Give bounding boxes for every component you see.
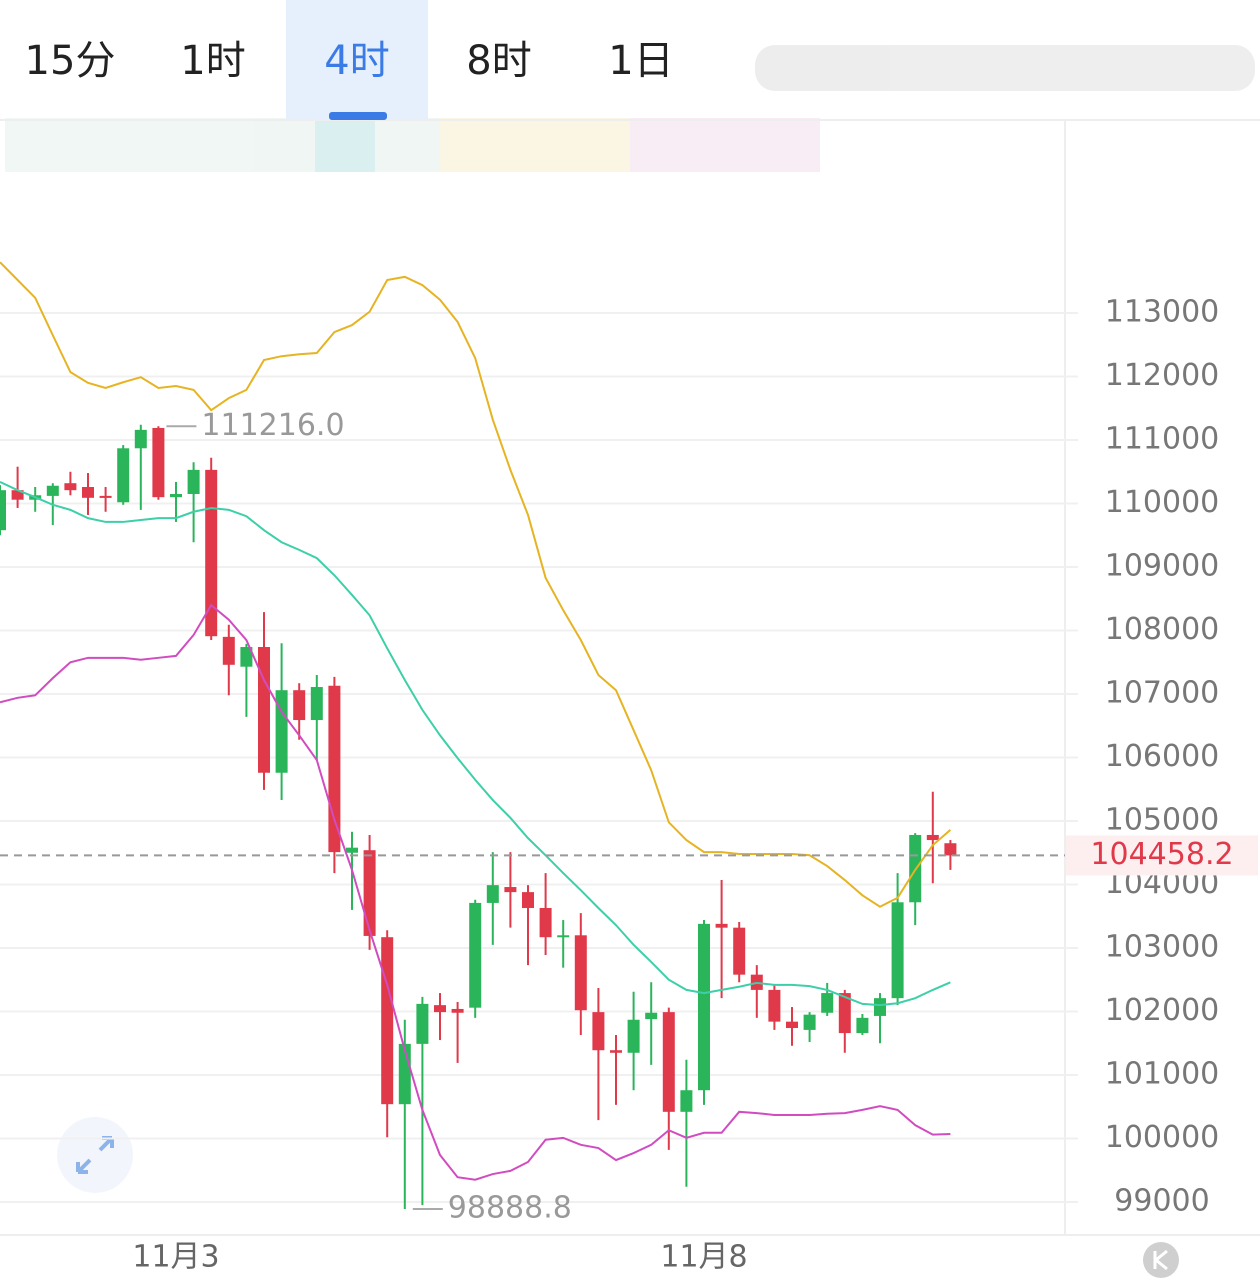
candle-body <box>592 1012 605 1051</box>
y-tick-label: 100000 <box>1105 1120 1220 1155</box>
y-tick-label: 109000 <box>1105 549 1220 584</box>
candle-body <box>134 429 147 449</box>
candle-body <box>363 850 376 936</box>
candle-body <box>258 647 270 773</box>
candle-body <box>170 493 182 498</box>
candle-body <box>416 1003 429 1044</box>
annotation-label: 111216.0 <box>201 408 344 443</box>
active-tab-bg <box>286 0 428 120</box>
candle-body <box>117 448 130 503</box>
candle-body <box>0 490 6 531</box>
tab[interactable]: 8时 <box>466 38 531 84</box>
expand-button[interactable] <box>57 1117 133 1193</box>
candle-body <box>627 1019 640 1053</box>
plot <box>0 261 957 1210</box>
blur <box>315 118 375 172</box>
y-tick-label: 102000 <box>1105 993 1220 1028</box>
candle-body <box>786 1021 798 1029</box>
candle-body <box>205 469 218 637</box>
y-tick-label: 106000 <box>1105 739 1220 774</box>
y-tick-label: 112000 <box>1105 358 1220 393</box>
candle-body <box>346 847 358 853</box>
y-tick-label: 111000 <box>1105 422 1220 457</box>
tab[interactable]: 4时 <box>324 38 389 84</box>
candle-body <box>733 927 746 975</box>
candle-body <box>838 993 851 1034</box>
y-tick-label: 99000 <box>1114 1183 1209 1218</box>
current-price-label: 104458.2 <box>1090 837 1233 872</box>
candle-body <box>891 902 904 999</box>
candle-body <box>926 834 939 841</box>
candle-body <box>11 490 24 500</box>
blur <box>440 118 630 172</box>
y-tick-label: 105000 <box>1105 803 1220 838</box>
candle-body <box>645 1012 658 1020</box>
candle-body <box>381 937 394 1105</box>
candle-body <box>856 1017 869 1034</box>
candle-body <box>557 935 570 938</box>
candle-body <box>99 495 112 498</box>
y-tick-label: 108000 <box>1105 612 1220 647</box>
k-button[interactable] <box>1143 1242 1179 1278</box>
candle-body <box>434 1005 446 1013</box>
expand-icon[interactable] <box>76 1136 114 1174</box>
active-tab-indicator <box>329 112 387 120</box>
candle-body <box>187 469 200 494</box>
band-line <box>0 603 951 1181</box>
candle-body <box>821 993 834 1013</box>
candle-body <box>82 487 94 498</box>
candle-body <box>46 485 59 496</box>
candle-body <box>152 427 165 498</box>
candle-body <box>680 1090 693 1112</box>
y-tick-label: 110000 <box>1105 485 1220 520</box>
candle-body <box>944 843 957 856</box>
candle-body <box>768 989 781 1022</box>
candle-body <box>328 685 341 853</box>
candle-body <box>522 892 534 908</box>
candle-body <box>662 1012 675 1112</box>
annotation-label: 98888.8 <box>448 1191 572 1226</box>
candle-body <box>803 1014 816 1030</box>
tab[interactable]: 1日 <box>608 38 673 84</box>
expand-bg[interactable] <box>57 1117 133 1193</box>
tab[interactable]: 15分 <box>25 38 116 84</box>
y-tick-label: 107000 <box>1105 676 1220 711</box>
y-tick-label: 113000 <box>1105 295 1220 330</box>
candle-body <box>698 923 710 1091</box>
candle-body <box>240 647 253 667</box>
blur <box>755 45 1255 91</box>
candle-body <box>469 902 482 1008</box>
candle-body <box>310 687 323 721</box>
current-price-box <box>1066 835 1258 876</box>
candle-body <box>64 483 77 491</box>
y-tick-label: 101000 <box>1105 1056 1220 1091</box>
candle-body <box>293 690 306 721</box>
candle-body <box>610 1050 622 1053</box>
x-tick-label: 11月8 <box>660 1240 747 1275</box>
candle-body <box>539 907 552 938</box>
band-line <box>0 261 952 908</box>
candle-body <box>222 636 235 665</box>
x-tick-label: 11月3 <box>132 1240 219 1275</box>
candle-body <box>504 887 517 893</box>
blurred-area <box>5 45 1255 172</box>
candle-body <box>451 1008 464 1013</box>
blur <box>630 118 820 172</box>
candle-body <box>574 935 587 1011</box>
candle-body <box>275 690 288 773</box>
y-tick-label: 103000 <box>1105 929 1220 964</box>
band-line <box>0 481 951 1007</box>
candle-body <box>715 923 728 928</box>
k-glyph[interactable] <box>1153 1249 1168 1271</box>
candle-body <box>874 998 886 1016</box>
candle-body <box>486 885 499 903</box>
k-icon[interactable] <box>1143 1242 1179 1278</box>
tab[interactable]: 1时 <box>180 38 245 84</box>
